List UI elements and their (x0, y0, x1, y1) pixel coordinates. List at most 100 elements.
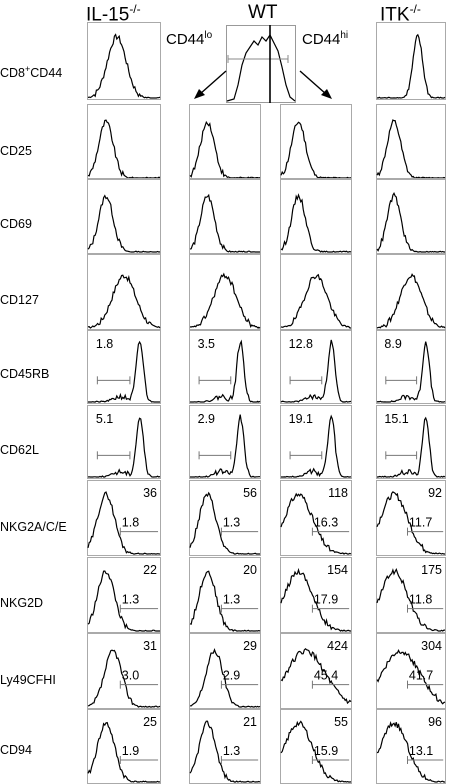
histogram-ly49-hi: 424 45.4 (280, 633, 352, 709)
histogram-cd127-il15 (87, 254, 161, 330)
histogram-trace (189, 272, 261, 329)
histogram-cd94-lo: 211.3 (189, 709, 261, 784)
histogram-trace (87, 274, 161, 329)
histogram-cd62l-il15: 5.1 (87, 405, 161, 479)
gate-percentage: 1.3 (122, 593, 139, 607)
gate-percentage: 45.4 (314, 669, 338, 683)
gate-percentage: 19.1 (289, 412, 313, 426)
histogram-cd62l-lo: 2.9 (189, 405, 261, 479)
histogram-trace (376, 491, 445, 555)
histogram-cd45rb-hi: 12.8 (280, 330, 352, 404)
histogram-trace (226, 33, 296, 102)
gate-percentage: 1.9 (122, 744, 139, 758)
gate-percentage: 3.5 (198, 337, 215, 351)
histogram-trace (376, 568, 445, 632)
column-header-il15: IL-15-/- (86, 2, 141, 26)
histogram-trace (280, 648, 352, 705)
histogram-trace (280, 273, 352, 329)
panel-frame (189, 480, 261, 556)
arrow-to-cd44lo (194, 70, 227, 99)
histogram-cd69-il15 (87, 178, 161, 254)
mfi-value: 31 (143, 639, 157, 653)
gate-percentage: 8.9 (384, 337, 401, 351)
histogram-cd127-itk (376, 254, 446, 330)
panel-frame (226, 25, 296, 103)
histogram-trace (376, 648, 446, 705)
histogram-trace (280, 339, 352, 403)
histogram-cd127-hi (280, 254, 352, 330)
histogram-cd62l-hi: 19.1 (280, 405, 352, 479)
histogram-cd25-il15 (87, 104, 161, 180)
row-label-cd25: CD25 (0, 144, 32, 158)
column-header-il15-sup: -/- (129, 2, 141, 16)
histogram-trace (87, 417, 161, 478)
histogram-nkg2d-hi: 154 17.9 (280, 557, 352, 633)
arrow-to-cd44hi (299, 70, 332, 99)
histogram-trace (376, 273, 446, 329)
histogram-ly49-il15: 313.0 (87, 633, 161, 709)
panel-frame (87, 405, 161, 479)
column-header-itk-sup: -/- (409, 2, 421, 16)
cd44lo-label-text: CD44 (166, 31, 205, 48)
histogram-trace (189, 720, 261, 783)
panel-frame (376, 633, 446, 709)
histogram-trace (280, 720, 352, 783)
histogram-trace (190, 339, 261, 403)
panel-frame (280, 557, 352, 633)
mfi-value: 424 (327, 639, 348, 653)
column-header-il15-text: IL-15 (86, 4, 130, 26)
gate-percentage: 13.1 (409, 744, 433, 758)
cd44lo-label-sup: lo (204, 30, 213, 41)
histogram-cd8cd44-il15 (87, 22, 161, 100)
panel-frame (189, 178, 261, 254)
panel-frame (189, 254, 261, 330)
cd44hi-label-sup: hi (340, 30, 349, 41)
panel-frame (87, 254, 161, 330)
column-header-wt: WT (248, 2, 278, 24)
column-header-itk: ITK-/- (380, 2, 421, 26)
panel-frame (376, 330, 446, 404)
row-label-cd8cd44-post: CD44 (30, 66, 63, 81)
mfi-value: 25 (143, 715, 157, 729)
histogram-trace (190, 414, 260, 478)
gate-percentage: 2.9 (198, 412, 215, 426)
histogram-cd45rb-lo: 3.5 (189, 330, 261, 404)
histogram-trace (87, 570, 160, 632)
histogram-trace (189, 491, 260, 555)
gate-percentage: 1.3 (223, 593, 240, 607)
histogram-nkg2ace-hi: 118 16.3 (280, 480, 352, 556)
histogram-trace (377, 416, 446, 478)
panel-frame (280, 633, 352, 709)
histogram-trace (189, 570, 261, 632)
histogram-cd94-il15: 251.9 (87, 709, 161, 784)
histogram-cd25-itk (376, 104, 446, 180)
histogram-trace (189, 120, 261, 179)
row-label-cd8cd44: CD8+CD44 (0, 64, 84, 80)
histogram-trace (88, 340, 160, 403)
mfi-value: 36 (143, 486, 157, 500)
panel-frame (376, 405, 446, 479)
panel-frame (189, 633, 261, 709)
panel-frame (376, 480, 446, 556)
histogram-trace (376, 33, 446, 99)
panel-frame (87, 22, 161, 100)
panel-frame (189, 330, 261, 404)
mfi-value: 175 (421, 563, 442, 577)
histogram-trace (376, 341, 446, 403)
mfi-value: 22 (143, 563, 157, 577)
histogram-nkg2d-il15: 221.3 (87, 557, 161, 633)
panel-frame (280, 254, 352, 330)
cd44lo-label: CD44lo (166, 30, 212, 48)
panel-frame (376, 254, 446, 330)
histogram-trace (189, 648, 261, 708)
gate-percentage: 2.9 (223, 669, 240, 683)
arrow-head (194, 89, 205, 99)
mfi-value: 118 (328, 486, 348, 500)
histogram-nkg2ace-il15: 361.8 (87, 480, 161, 556)
mfi-value: 21 (243, 715, 257, 729)
arrow-line (199, 70, 227, 95)
histogram-nkg2d-lo: 201.3 (189, 557, 261, 633)
panel-frame (189, 104, 261, 180)
row-label-nkg2d: NKG2D (0, 596, 44, 610)
arrow-line (299, 70, 327, 95)
